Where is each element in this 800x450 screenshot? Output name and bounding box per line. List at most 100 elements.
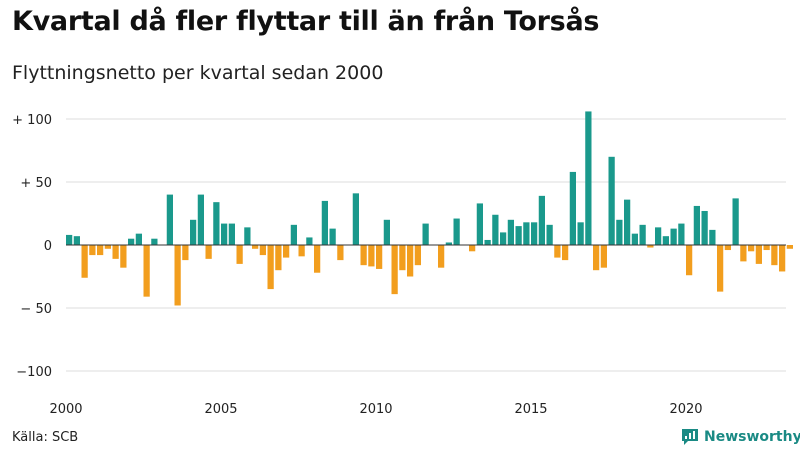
bar-chart: + 100 + 50 0 − 50 −100 2000 2005 2010 2015 2020: [12, 111, 793, 417]
bar: [244, 227, 251, 245]
bar: [97, 245, 104, 256]
bar: [120, 245, 127, 268]
bar: [205, 245, 212, 259]
bar: [267, 245, 274, 290]
chart-subtitle: Flyttningsnetto per kvartal sedan 2000: [12, 62, 384, 84]
bar: [492, 214, 499, 245]
bar: [531, 222, 538, 245]
bar: [166, 194, 173, 245]
bar: [89, 245, 96, 256]
bar: [81, 245, 88, 278]
bar: [771, 245, 778, 266]
bar: [523, 222, 530, 245]
chart-title: Kvartal då fler flyttar till än från Tor…: [12, 6, 600, 37]
bar: [639, 224, 646, 245]
bars: [66, 111, 793, 306]
bar: [779, 245, 786, 272]
bar: [368, 245, 375, 267]
bar: [376, 245, 383, 269]
bar: [306, 237, 313, 245]
bar: [686, 245, 693, 276]
bar: [732, 198, 739, 245]
bar: [321, 200, 328, 245]
bar: [453, 218, 460, 245]
x-tick-label: 2010: [359, 402, 392, 417]
y-tick-label: 0: [44, 239, 52, 254]
bar: [414, 245, 421, 266]
bar: [662, 236, 669, 245]
bar: [104, 245, 111, 249]
bar: [73, 236, 80, 245]
bar: [616, 219, 623, 245]
bar: [360, 245, 367, 266]
y-axis-ticks: + 100 + 50 0 − 50 −100: [12, 113, 52, 380]
y-tick-label: − 50: [20, 302, 52, 317]
bar: [484, 239, 491, 245]
bar: [608, 156, 615, 245]
brand-logo: Newsworthy: [680, 427, 800, 447]
bar: [515, 226, 522, 245]
bar: [352, 193, 359, 245]
bar: [213, 202, 220, 245]
bar: [151, 238, 158, 245]
bar: [624, 199, 631, 245]
bar: [678, 223, 685, 245]
bar: [647, 245, 654, 248]
bar: [329, 228, 336, 245]
x-axis-ticks: 2000 2005 2010 2015 2020: [49, 402, 702, 417]
bar: [631, 233, 638, 245]
bar: [500, 232, 507, 245]
bar: [298, 245, 305, 257]
bar: [476, 203, 483, 245]
x-tick-label: 2015: [514, 402, 547, 417]
bar: [197, 194, 204, 245]
bar: [655, 227, 662, 245]
source-note: Källa: SCB: [12, 430, 79, 445]
bar: [724, 245, 731, 251]
bar: [383, 219, 390, 245]
bar: [422, 223, 429, 245]
bar: [221, 223, 228, 245]
newsworthy-logo-icon: [682, 429, 698, 445]
bar: [228, 223, 235, 245]
bar: [755, 245, 762, 264]
x-tick-label: 2005: [204, 402, 237, 417]
grid-lines: [66, 118, 786, 372]
bar: [337, 245, 344, 261]
bar: [112, 245, 119, 259]
bar: [174, 245, 181, 306]
bar: [577, 222, 584, 245]
bar: [709, 229, 716, 245]
bar: [748, 245, 755, 252]
bar: [562, 245, 569, 261]
bar: [438, 245, 445, 268]
bar: [445, 242, 452, 245]
bar: [554, 245, 561, 258]
bar: [190, 219, 197, 245]
bar: [236, 245, 243, 264]
bar: [693, 205, 700, 245]
bar: [259, 245, 266, 256]
bar: [275, 245, 282, 271]
bar: [469, 245, 476, 252]
brand-name: Newsworthy: [704, 429, 800, 445]
bar: [538, 195, 545, 245]
bar: [135, 233, 142, 245]
bar: [701, 210, 708, 245]
y-tick-label: −100: [16, 365, 52, 380]
bar: [143, 245, 150, 297]
bar: [252, 245, 259, 249]
bar: [128, 238, 135, 245]
bar: [717, 245, 724, 292]
bar: [314, 245, 321, 273]
bar: [391, 245, 398, 295]
bar: [569, 171, 576, 245]
bar: [593, 245, 600, 271]
bar: [546, 224, 553, 245]
bar: [585, 111, 592, 245]
y-tick-label: + 100: [12, 113, 52, 128]
bar: [600, 245, 607, 268]
bar: [786, 245, 793, 249]
bar: [670, 228, 677, 245]
bar: [399, 245, 406, 271]
